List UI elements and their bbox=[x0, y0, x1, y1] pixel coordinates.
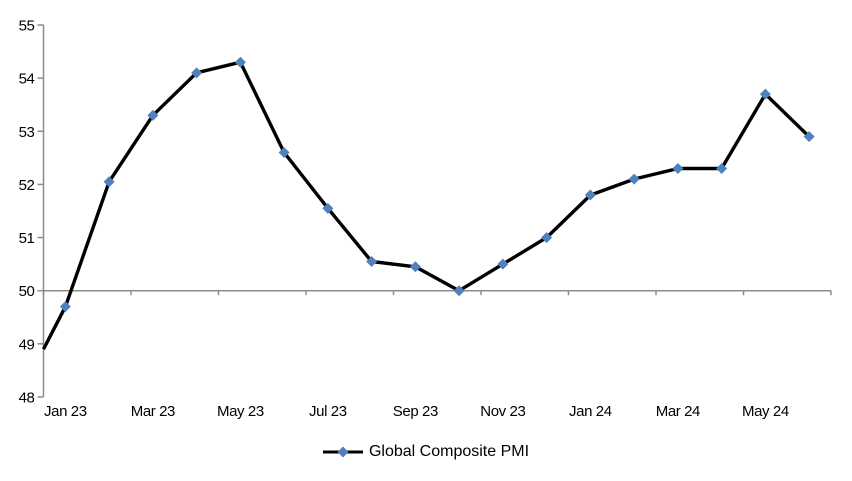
data-point-marker bbox=[497, 258, 509, 270]
legend: Global Composite PMI bbox=[0, 439, 852, 465]
x-axis-tick-label: Jan 23 bbox=[44, 403, 87, 420]
x-axis-tick-label: Jan 24 bbox=[569, 403, 612, 420]
x-axis-tick-label: Sep 23 bbox=[393, 403, 438, 420]
legend-diamond-marker bbox=[337, 446, 349, 458]
x-axis-tick-label: May 23 bbox=[217, 403, 264, 420]
x-axis-tick-label: Mar 23 bbox=[131, 403, 175, 420]
y-axis-tick-label: 48 bbox=[19, 390, 35, 407]
data-point-marker bbox=[234, 56, 246, 68]
data-point-marker bbox=[803, 131, 815, 143]
y-axis-tick-label: 53 bbox=[19, 124, 35, 141]
x-axis-tick-label: Nov 23 bbox=[480, 403, 525, 420]
legend-label: Global Composite PMI bbox=[368, 443, 530, 460]
x-axis-tick-label: Mar 24 bbox=[656, 403, 700, 420]
data-point-marker bbox=[191, 67, 203, 79]
y-axis-tick-label: 51 bbox=[19, 230, 35, 247]
y-axis-tick-label: 52 bbox=[19, 177, 35, 194]
x-axis-tick-label: Jul 23 bbox=[309, 403, 347, 420]
data-point-marker bbox=[366, 255, 378, 267]
data-point-marker bbox=[584, 189, 596, 201]
data-point-marker bbox=[322, 202, 334, 214]
data-point-marker bbox=[409, 261, 421, 273]
legend-line-marker-icon bbox=[322, 446, 363, 458]
y-axis-tick-label: 55 bbox=[19, 18, 35, 35]
data-point-marker bbox=[541, 232, 553, 244]
data-point-marker bbox=[103, 176, 115, 188]
data-point-marker bbox=[759, 88, 771, 100]
data-point-marker bbox=[672, 162, 684, 174]
data-point-marker bbox=[278, 147, 290, 159]
pmi-series-line bbox=[41, 60, 811, 350]
data-point-marker bbox=[453, 285, 465, 297]
y-axis-tick-label: 49 bbox=[19, 336, 35, 353]
y-axis-tick-label: 54 bbox=[19, 71, 35, 88]
data-point-marker bbox=[628, 173, 640, 185]
y-axis-tick-label: 50 bbox=[19, 283, 35, 300]
x-axis-tick-label: May 24 bbox=[742, 403, 789, 420]
data-point-marker bbox=[716, 162, 728, 174]
data-point-marker bbox=[59, 301, 71, 313]
data-point-marker bbox=[147, 109, 159, 121]
